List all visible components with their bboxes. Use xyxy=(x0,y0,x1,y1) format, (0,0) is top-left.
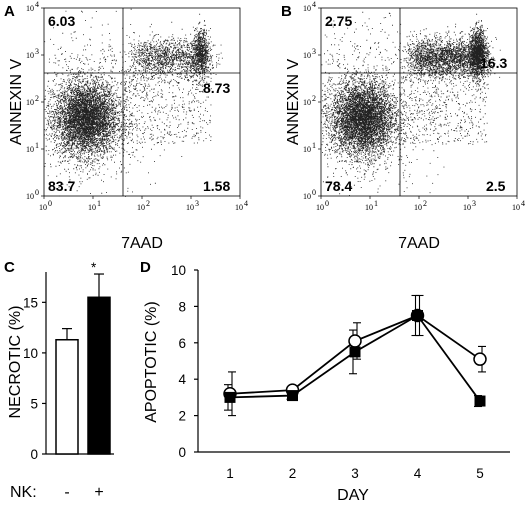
y-tick-exponent: 0 xyxy=(35,188,39,197)
y-tick-label: 10 xyxy=(26,192,34,201)
y-tick-exponent: 3 xyxy=(312,47,316,56)
y-tick-label: 10 xyxy=(303,145,311,154)
scatter-points-a xyxy=(44,8,223,197)
x-tick-label: 5 xyxy=(476,466,484,481)
x-tick-exponent: 3 xyxy=(195,199,199,208)
y-tick-label: 6 xyxy=(178,336,186,351)
panel-letter-a: A xyxy=(4,3,15,20)
x-tick-exponent: 1 xyxy=(374,199,378,208)
flow-plot-a: 10 010 010 110 110 210 210 310 310 410 4 6.03 8.73… xyxy=(8,0,248,252)
axis-ticks-a: 10 010 010 110 110 210 210 310 310 410 4 xyxy=(26,0,248,212)
x-tick-label: 10 xyxy=(137,203,145,212)
quadrant-ll-a: 83.7 xyxy=(48,178,75,194)
x-tick-label: 3 xyxy=(351,466,359,481)
significance-star: * xyxy=(91,260,97,275)
y-tick-label: 10 xyxy=(23,346,38,361)
x-tick-label: 10 xyxy=(316,203,324,212)
y-tick-label: 10 xyxy=(303,51,311,60)
point-filled-square xyxy=(412,310,423,321)
y-tick-label: 10 xyxy=(26,98,34,107)
x-tick-exponent: 1 xyxy=(97,199,101,208)
y-axis-label-b: ANNEXIN V xyxy=(285,59,302,146)
x-axis-label-a: 7AAD xyxy=(121,235,163,252)
category-label-plus: + xyxy=(94,484,103,501)
series-line-filled-square xyxy=(229,314,481,402)
panel-letter-b: B xyxy=(281,3,292,20)
quadrant-lr-a: 1.58 xyxy=(203,178,230,194)
bar-chart-c: 0 5 10 15 * NECROTIC (%) NK: - + xyxy=(7,260,114,501)
x-tick-exponent: 2 xyxy=(146,199,150,208)
quadrant-lr-b: 2.5 xyxy=(486,178,506,194)
y-tick-exponent: 0 xyxy=(312,188,316,197)
y-tick-label: 10 xyxy=(303,192,311,201)
x-tick-exponent: 4 xyxy=(521,199,525,208)
bar-plus xyxy=(87,296,111,455)
x-tick-exponent: 2 xyxy=(423,199,427,208)
quadrant-ul-a: 6.03 xyxy=(48,13,75,29)
y-tick-exponent: 3 xyxy=(35,47,39,56)
y-tick-label: 10 xyxy=(26,145,34,154)
y-tick-label: 4 xyxy=(178,372,186,387)
y-tick-exponent: 2 xyxy=(35,94,39,103)
point-open-circle xyxy=(348,334,362,348)
point-filled-square xyxy=(349,346,361,358)
y-axis-label-d: APOPTOTIC (%) xyxy=(143,301,160,423)
y-tick-label: 2 xyxy=(178,409,186,424)
point-filled-square xyxy=(474,395,486,407)
y-tick-exponent: 4 xyxy=(35,0,39,9)
y-tick-exponent: 4 xyxy=(312,0,316,9)
x-tick-exponent: 3 xyxy=(472,199,476,208)
y-axis-label-a: ANNEXIN V xyxy=(8,59,25,146)
quadrant-ur-a: 8.73 xyxy=(203,80,230,96)
y-tick-label: 15 xyxy=(23,295,38,310)
x-tick-label: 10 xyxy=(414,203,422,212)
y-tick-exponent: 2 xyxy=(312,94,316,103)
x-tick-label: 10 xyxy=(463,203,471,212)
category-label-minus: - xyxy=(64,484,69,501)
flow-dot-cloud xyxy=(44,8,223,197)
flow-plot-b: 10 010 010 110 110 210 210 310 310 410 4 2.75 16.3… xyxy=(285,0,525,252)
quadrant-ll-b: 78.4 xyxy=(325,178,352,194)
x-axis-label-d: DAY xyxy=(337,487,369,504)
y-axis-label-c: NECROTIC (%) xyxy=(7,306,24,419)
x-tick-label: 10 xyxy=(186,203,194,212)
point-open-circle xyxy=(473,352,487,366)
y-tick-label: 0 xyxy=(178,445,186,460)
y-tick-exponent: 1 xyxy=(35,141,39,150)
x-tick-label: 10 xyxy=(39,203,47,212)
x-tick-label: 10 xyxy=(512,203,520,212)
y-tick-label: 10 xyxy=(171,263,186,278)
x-tick-exponent: 0 xyxy=(48,199,52,208)
y-tick-label: 8 xyxy=(178,299,186,314)
x-tick-label: 2 xyxy=(289,466,297,481)
x-axis-label-b: 7AAD xyxy=(398,235,440,252)
x-tick-label: 10 xyxy=(235,203,243,212)
y-tick-label: 0 xyxy=(30,447,38,462)
point-filled-square xyxy=(224,391,236,403)
x-tick-exponent: 4 xyxy=(244,199,248,208)
y-tick-label: 10 xyxy=(26,51,34,60)
y-tick-label: 10 xyxy=(303,4,311,13)
point-filled-square xyxy=(287,390,298,402)
x-tick-label: 10 xyxy=(365,203,373,212)
y-tick-label: 10 xyxy=(303,98,311,107)
nk-label: NK: xyxy=(10,484,37,501)
x-tick-label: 4 xyxy=(414,466,422,481)
quadrant-ur-b: 16.3 xyxy=(480,55,507,71)
y-tick-label: 5 xyxy=(30,396,38,411)
quadrant-ul-b: 2.75 xyxy=(325,13,352,29)
axis-ticks-b: 10 010 010 110 110 210 210 310 310 410 4 xyxy=(303,0,525,212)
x-tick-label: 10 xyxy=(88,203,96,212)
y-tick-exponent: 1 xyxy=(312,141,316,150)
y-tick-label: 10 xyxy=(26,4,34,13)
x-tick-exponent: 0 xyxy=(325,199,329,208)
panel-letter-d: D xyxy=(140,259,151,276)
panel-letter-c: C xyxy=(4,259,15,276)
x-tick-label: 1 xyxy=(226,466,234,481)
bar-minus xyxy=(55,338,79,455)
